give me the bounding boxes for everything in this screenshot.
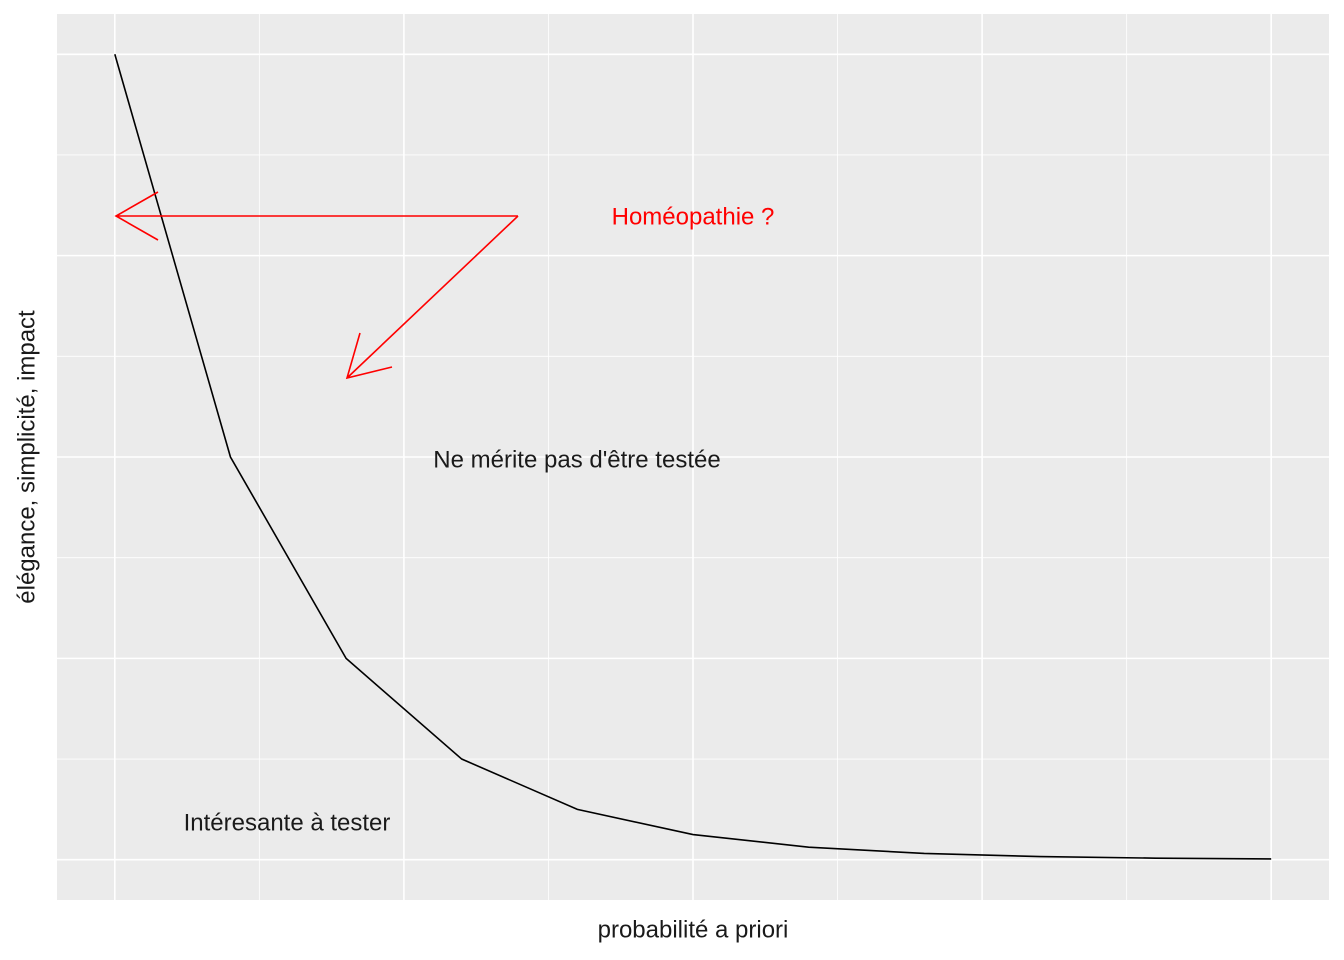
x-axis-title: probabilité a priori — [598, 916, 789, 943]
marks — [114, 54, 1272, 860]
y-axis-title: élégance, simplicité, impact — [13, 310, 40, 604]
annotation: Homéopathie ? — [612, 203, 775, 230]
arrow — [345, 215, 519, 380]
arrows — [114, 191, 519, 380]
annotation: Ne mérite pas d'être testée — [433, 446, 720, 473]
annotations: Homéopathie ? Ne mérite pas d'être testée… — [184, 203, 775, 836]
annotation: Intéresante à tester — [184, 809, 391, 836]
arrow — [114, 191, 518, 241]
line — [114, 54, 1272, 860]
grid — [57, 14, 1329, 900]
